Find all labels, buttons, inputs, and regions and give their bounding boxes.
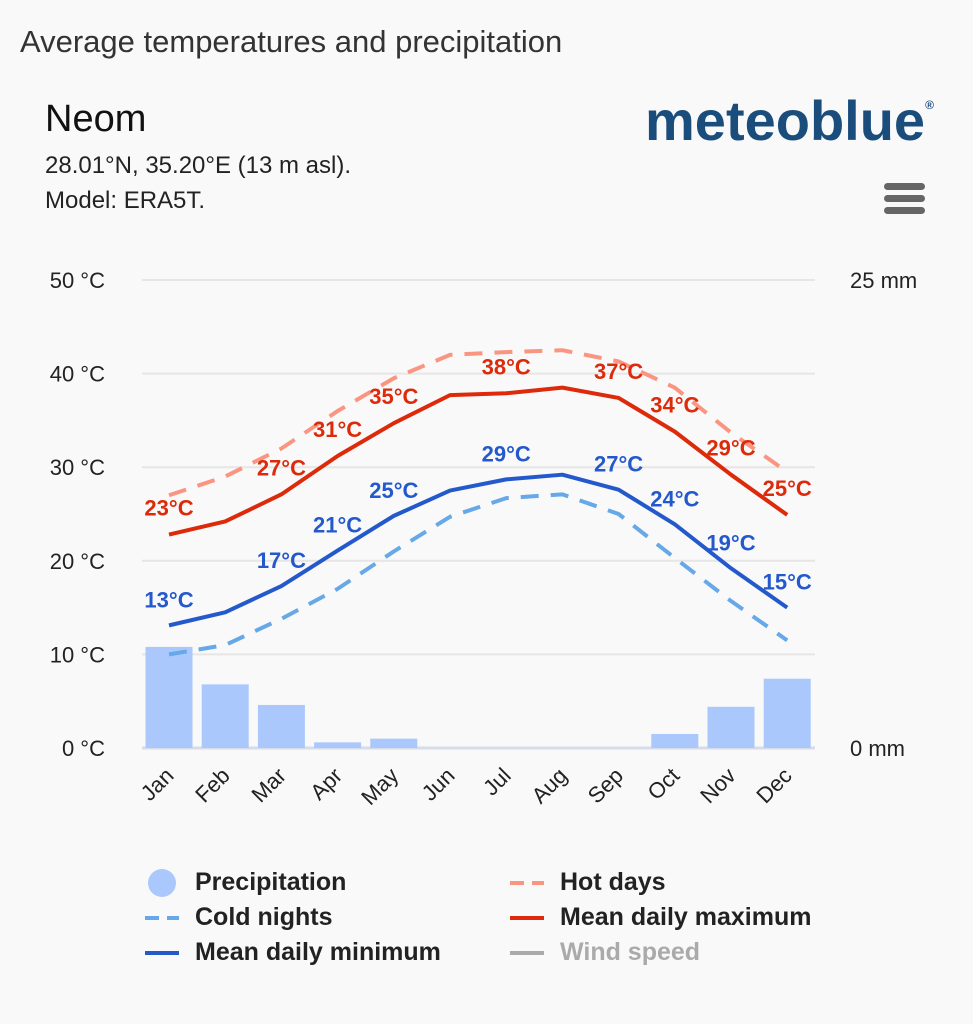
- legend-item-mean-daily-minimum[interactable]: Mean daily minimum: [145, 938, 441, 967]
- y-tick-label: 0 °C: [62, 736, 105, 761]
- precipitation-bar: [651, 733, 699, 748]
- max-data-label: 29°C: [706, 436, 755, 461]
- mean-min-line: [168, 472, 789, 628]
- precipitation-bar: [314, 742, 362, 748]
- x-tick-label: Mar: [246, 763, 290, 807]
- logo-text: meteoblue: [645, 89, 926, 152]
- x-tick-label: Sep: [583, 763, 628, 808]
- y-tick-label: 30 °C: [50, 455, 105, 480]
- meteoblue-logo[interactable]: meteoblue®: [645, 89, 934, 152]
- max-data-label: 37°C: [594, 359, 643, 384]
- hot-days-line: [168, 348, 789, 498]
- x-tick-label: Apr: [305, 763, 347, 805]
- cold-nights-line: [168, 492, 789, 657]
- legend-swatch-icon: [510, 915, 544, 920]
- y-tick-label: 20 °C: [50, 549, 105, 574]
- legend-swatch-icon: [145, 915, 179, 921]
- min-data-label: 17°C: [257, 548, 306, 573]
- precipitation-bar: [257, 704, 305, 748]
- legend-label: Precipitation: [195, 868, 347, 896]
- x-tick-label: Dec: [751, 763, 796, 808]
- legend-label: Cold nights: [195, 903, 333, 931]
- legend-item-wind-speed[interactable]: Wind speed: [510, 938, 700, 967]
- min-data-label: 27°C: [594, 452, 643, 477]
- x-tick-label: May: [356, 763, 403, 810]
- legend-item-precipitation[interactable]: Precipitation: [145, 868, 346, 897]
- legend-swatch-icon: [145, 868, 179, 897]
- min-data-label: 24°C: [650, 486, 699, 511]
- precipitation-bar: [707, 706, 755, 748]
- hamburger-icon[interactable]: [884, 183, 925, 217]
- location-coordinates: 28.01°N, 35.20°E (13 m asl).: [45, 152, 352, 179]
- max-data-label: 27°C: [257, 455, 306, 480]
- legend-item-hot-days[interactable]: Hot days: [510, 868, 666, 897]
- min-data-label: 13°C: [144, 587, 193, 612]
- x-tick-label: Jun: [417, 763, 460, 806]
- precipitation-bar: [145, 646, 193, 748]
- legend-item-cold-nights[interactable]: Cold nights: [145, 903, 332, 932]
- precipitation-bar: [370, 738, 418, 748]
- legend-label: Hot days: [560, 868, 666, 896]
- max-data-label: 23°C: [144, 496, 193, 521]
- legend-label: Wind speed: [560, 938, 701, 966]
- x-tick-label: Aug: [527, 763, 572, 808]
- max-data-label: 25°C: [763, 476, 812, 501]
- min-data-label: 15°C: [763, 570, 812, 595]
- max-data-label: 38°C: [482, 354, 531, 379]
- min-data-label: 19°C: [706, 530, 755, 555]
- min-data-label: 25°C: [369, 478, 418, 503]
- min-data-label: 29°C: [482, 441, 531, 466]
- y-right-tick-label: 25 mm: [850, 268, 917, 293]
- mean-max-line: [168, 385, 789, 537]
- y-tick-label: 10 °C: [50, 642, 105, 667]
- x-tick-label: Jul: [478, 763, 516, 801]
- max-data-label: 34°C: [650, 393, 699, 418]
- location-name: Neom: [45, 98, 147, 140]
- y-right-tick-label: 0 mm: [850, 736, 905, 761]
- legend-swatch-icon: [145, 950, 179, 955]
- y-tick-label: 40 °C: [50, 362, 105, 387]
- model-info: Model: ERA5T.: [45, 187, 206, 214]
- legend-swatch-icon: [510, 950, 544, 955]
- legend-swatch-icon: [510, 880, 544, 886]
- x-tick-label: Feb: [190, 763, 234, 807]
- legend-item-mean-daily-maximum[interactable]: Mean daily maximum: [510, 903, 811, 932]
- y-tick-label: 50 °C: [50, 268, 105, 293]
- precipitation-bar: [763, 678, 811, 748]
- x-tick-label: Nov: [695, 763, 740, 808]
- x-tick-label: Jan: [136, 763, 179, 806]
- legend-label: Mean daily maximum: [560, 903, 812, 931]
- min-data-label: 21°C: [313, 513, 362, 538]
- x-tick-label: Oct: [642, 763, 684, 805]
- max-data-label: 35°C: [369, 384, 418, 409]
- precipitation-bar: [201, 684, 249, 748]
- legend-label: Mean daily minimum: [195, 938, 441, 966]
- max-data-label: 31°C: [313, 417, 362, 442]
- chart-heading: Average temperatures and precipitation: [20, 24, 563, 59]
